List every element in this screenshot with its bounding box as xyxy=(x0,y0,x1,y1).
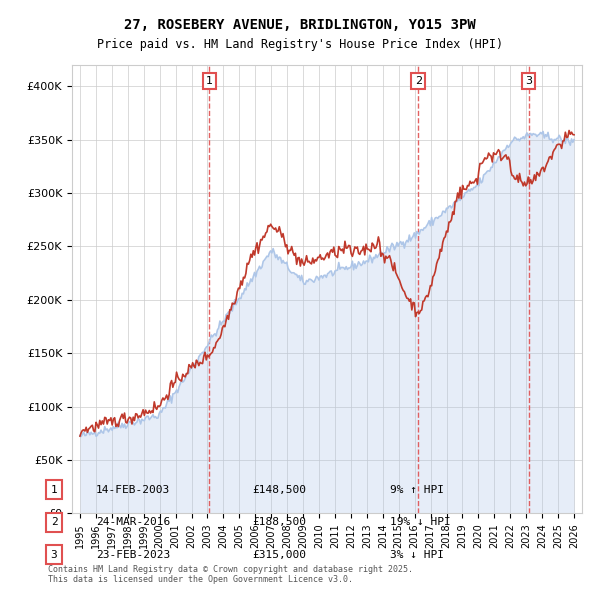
Text: 2: 2 xyxy=(415,76,422,86)
Text: 3: 3 xyxy=(525,76,532,86)
Text: Price paid vs. HM Land Registry's House Price Index (HPI): Price paid vs. HM Land Registry's House … xyxy=(97,38,503,51)
Text: 2: 2 xyxy=(50,517,58,527)
Text: 1: 1 xyxy=(50,485,58,494)
Text: 3% ↓ HPI: 3% ↓ HPI xyxy=(390,550,444,559)
Text: 9% ↑ HPI: 9% ↑ HPI xyxy=(390,485,444,494)
Text: 14-FEB-2003: 14-FEB-2003 xyxy=(96,485,170,494)
Text: Contains HM Land Registry data © Crown copyright and database right 2025.
This d: Contains HM Land Registry data © Crown c… xyxy=(48,565,413,584)
Text: 24-MAR-2016: 24-MAR-2016 xyxy=(96,517,170,527)
Text: 3: 3 xyxy=(50,550,58,559)
Text: £188,500: £188,500 xyxy=(252,517,306,527)
Text: 19% ↓ HPI: 19% ↓ HPI xyxy=(390,517,451,527)
Text: £148,500: £148,500 xyxy=(252,485,306,494)
Text: 1: 1 xyxy=(206,76,213,86)
Text: 27, ROSEBERY AVENUE, BRIDLINGTON, YO15 3PW: 27, ROSEBERY AVENUE, BRIDLINGTON, YO15 3… xyxy=(124,18,476,32)
Text: £315,000: £315,000 xyxy=(252,550,306,559)
Text: 23-FEB-2023: 23-FEB-2023 xyxy=(96,550,170,559)
